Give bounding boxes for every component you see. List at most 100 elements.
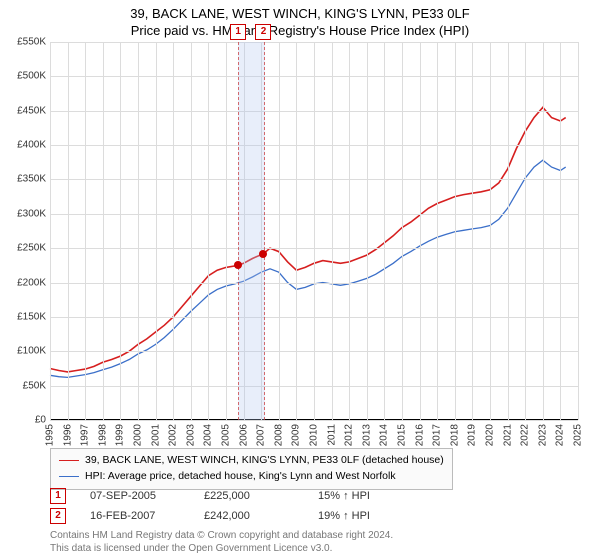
- x-axis-label: 2013: [361, 424, 372, 446]
- y-axis-label: £150K: [17, 311, 46, 322]
- y-axis-label: £250K: [17, 243, 46, 254]
- gridline-v: [208, 42, 209, 420]
- gridline-v: [138, 42, 139, 420]
- line-hpi: [50, 160, 566, 377]
- x-axis-label: 1997: [80, 424, 91, 446]
- gridline-v: [384, 42, 385, 420]
- sale-vs-hpi: 15% ↑ HPI: [318, 490, 408, 502]
- table-row: 2 16-FEB-2007 £242,000 19% ↑ HPI: [50, 508, 408, 524]
- gridline-v: [402, 42, 403, 420]
- sale-marker-box: 1: [230, 24, 246, 40]
- x-axis-label: 2009: [291, 424, 302, 446]
- legend-row-hpi: HPI: Average price, detached house, King…: [59, 469, 444, 485]
- gridline-v: [296, 42, 297, 420]
- title-subtitle: Price paid vs. HM Land Registry's House …: [0, 23, 600, 40]
- x-axis-label: 2004: [203, 424, 214, 446]
- y-axis-label: £400K: [17, 140, 46, 151]
- x-axis-label: 1996: [62, 424, 73, 446]
- x-axis-label: 2025: [573, 424, 584, 446]
- gridline-v: [50, 42, 51, 420]
- gridline-v: [226, 42, 227, 420]
- x-axis-label: 2023: [537, 424, 548, 446]
- gridline-v: [437, 42, 438, 420]
- y-axis-label: £300K: [17, 208, 46, 219]
- legend-swatch-hpi: [59, 476, 79, 477]
- page: 39, BACK LANE, WEST WINCH, KING'S LYNN, …: [0, 0, 600, 560]
- sale-date: 07-SEP-2005: [90, 490, 180, 502]
- gridline-v: [85, 42, 86, 420]
- gridline-v: [367, 42, 368, 420]
- gridline-v: [349, 42, 350, 420]
- x-axis-label: 2017: [432, 424, 443, 446]
- x-axis-label: 2003: [185, 424, 196, 446]
- gridline-v: [156, 42, 157, 420]
- sale-vs-hpi: 19% ↑ HPI: [318, 510, 408, 522]
- chart-area: £0£50K£100K£150K£200K£250K£300K£350K£400…: [50, 42, 578, 420]
- y-axis-label: £550K: [17, 37, 46, 48]
- x-axis-label: 1998: [97, 424, 108, 446]
- gridline-v: [525, 42, 526, 420]
- legend-row-property: 39, BACK LANE, WEST WINCH, KING'S LYNN, …: [59, 453, 444, 469]
- title-address: 39, BACK LANE, WEST WINCH, KING'S LYNN, …: [0, 6, 600, 23]
- y-axis-label: £450K: [17, 105, 46, 116]
- x-axis-label: 2008: [273, 424, 284, 446]
- gridline-v: [543, 42, 544, 420]
- sale-date: 16-FEB-2007: [90, 510, 180, 522]
- table-row: 1 07-SEP-2005 £225,000 15% ↑ HPI: [50, 488, 408, 504]
- x-axis-label: 2021: [502, 424, 513, 446]
- gridline-v: [332, 42, 333, 420]
- gridline-v: [508, 42, 509, 420]
- y-axis-label: £50K: [23, 380, 46, 391]
- y-axis-label: £100K: [17, 346, 46, 357]
- legend: 39, BACK LANE, WEST WINCH, KING'S LYNN, …: [50, 448, 453, 490]
- x-axis-label: 1999: [115, 424, 126, 446]
- gridline-v: [455, 42, 456, 420]
- gridline-v: [560, 42, 561, 420]
- footnote-line-2: This data is licensed under the Open Gov…: [50, 543, 393, 556]
- gridline-v: [279, 42, 280, 420]
- x-axis-label: 2001: [150, 424, 161, 446]
- x-axis-label: 2015: [397, 424, 408, 446]
- gridline-v: [472, 42, 473, 420]
- x-axis-label: 2014: [379, 424, 390, 446]
- x-axis-label: 2006: [238, 424, 249, 446]
- legend-label-property: 39, BACK LANE, WEST WINCH, KING'S LYNN, …: [85, 453, 444, 469]
- y-axis-label: £350K: [17, 174, 46, 185]
- x-axis-label: 1995: [45, 424, 56, 446]
- chart-title: 39, BACK LANE, WEST WINCH, KING'S LYNN, …: [0, 0, 600, 40]
- gridline-v: [420, 42, 421, 420]
- gridline-v: [120, 42, 121, 420]
- sale-price: £242,000: [204, 510, 294, 522]
- gridline-v: [173, 42, 174, 420]
- x-axis-label: 2020: [485, 424, 496, 446]
- x-axis-label: 2005: [221, 424, 232, 446]
- sale-marker-box: 2: [255, 24, 271, 40]
- y-axis-label: £200K: [17, 277, 46, 288]
- gridline-v: [103, 42, 104, 420]
- x-axis-label: 2007: [256, 424, 267, 446]
- gridline-v: [191, 42, 192, 420]
- x-axis-label: 2022: [520, 424, 531, 446]
- sale-price: £225,000: [204, 490, 294, 502]
- footnote: Contains HM Land Registry data © Crown c…: [50, 530, 393, 555]
- gridline-v: [490, 42, 491, 420]
- y-axis-label: £500K: [17, 71, 46, 82]
- gridline-v: [68, 42, 69, 420]
- x-axis-label: 2000: [133, 424, 144, 446]
- x-axis-label: 2010: [309, 424, 320, 446]
- x-axis-label: 2011: [326, 424, 337, 446]
- sale-marker-id: 1: [50, 488, 66, 504]
- x-axis-label: 2002: [168, 424, 179, 446]
- sale-band: [238, 42, 265, 420]
- x-axis-label: 2018: [449, 424, 460, 446]
- x-axis-label: 2024: [555, 424, 566, 446]
- gridline-v: [578, 42, 579, 420]
- sale-dot: [259, 250, 267, 258]
- gridline-h: [50, 420, 578, 421]
- x-axis-label: 2019: [467, 424, 478, 446]
- footnote-line-1: Contains HM Land Registry data © Crown c…: [50, 530, 393, 543]
- line-property: [50, 107, 566, 372]
- sale-marker-id: 2: [50, 508, 66, 524]
- sales-table: 1 07-SEP-2005 £225,000 15% ↑ HPI 2 16-FE…: [50, 488, 408, 528]
- legend-label-hpi: HPI: Average price, detached house, King…: [85, 469, 396, 485]
